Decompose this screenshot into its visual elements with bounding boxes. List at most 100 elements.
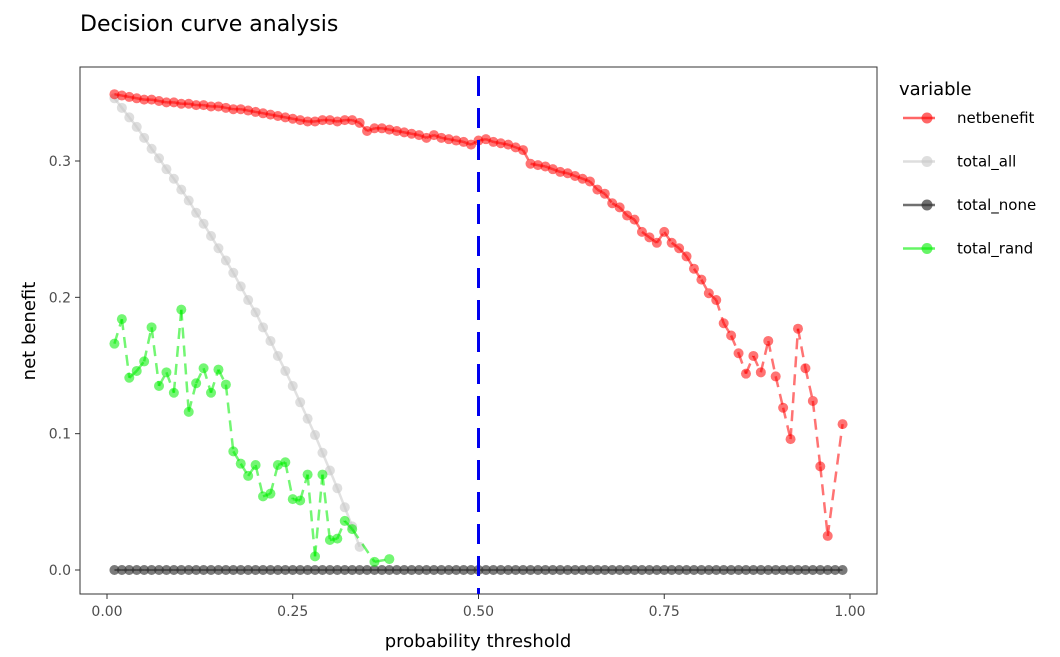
total_none-point	[510, 565, 521, 575]
netbenefit-point	[733, 348, 744, 359]
netbenefit-point	[250, 106, 261, 117]
total_rand-point	[280, 457, 291, 468]
netbenefit-line-segment	[774, 376, 785, 409]
total_none-point	[272, 565, 283, 575]
netbenefit-point	[354, 117, 365, 128]
netbenefit-point	[592, 184, 603, 195]
netbenefit-point	[748, 350, 759, 361]
total_all-point	[168, 173, 179, 184]
netbenefit-point	[391, 126, 402, 137]
chart-title: Decision curve analysis	[80, 12, 339, 37]
netbenefit-point	[800, 363, 811, 374]
total_none-point	[622, 565, 633, 575]
total_rand-line-segment	[172, 309, 183, 393]
netbenefit-point	[807, 395, 818, 406]
legend-label: total_none	[957, 196, 1036, 215]
netbenefit-point	[622, 210, 633, 221]
total_none-point	[451, 565, 462, 575]
netbenefit-point	[688, 263, 699, 274]
total_rand-line-segment	[254, 464, 265, 497]
netbenefit-point	[822, 530, 833, 541]
netbenefit-point	[651, 237, 662, 248]
netbenefit-point	[406, 128, 417, 139]
total_all-point	[131, 121, 142, 132]
total_none-point	[480, 565, 491, 575]
series-total_none	[109, 565, 848, 575]
y-tick-label: 0.0	[49, 563, 71, 579]
legend: variable netbenefit total_all total_noneto…	[899, 79, 1036, 259]
total_none-point	[131, 565, 142, 575]
total_all-point	[250, 307, 261, 318]
total_rand-line-segment	[142, 327, 153, 362]
netbenefit-point	[785, 434, 796, 445]
total_none-point	[778, 565, 789, 575]
netbenefit-line-segment	[781, 407, 792, 440]
total_none-point	[384, 565, 395, 575]
netbenefit-point	[495, 138, 506, 149]
total_none-point	[740, 565, 751, 575]
legend-key-point	[921, 243, 933, 254]
netbenefit-point	[339, 115, 350, 126]
total_all-point	[287, 380, 298, 391]
total_none-point	[666, 565, 677, 575]
netbenefit-line-segment	[796, 328, 807, 369]
legend-label: total_all	[957, 153, 1016, 172]
total_all-point	[295, 397, 306, 408]
netbenefit-point	[443, 134, 454, 145]
total_none-point	[718, 565, 729, 575]
netbenefit-point	[599, 188, 610, 199]
total_none-point	[436, 565, 447, 575]
total_none-point	[139, 565, 150, 575]
total_none-point	[636, 565, 647, 575]
total_none-point	[607, 565, 618, 575]
netbenefit-point	[436, 132, 447, 143]
x-tick-label: 0.25	[277, 604, 308, 620]
total_none-point	[770, 565, 781, 575]
total_none-point	[837, 565, 848, 575]
total_all-point	[280, 365, 291, 376]
total_none-point	[488, 565, 499, 575]
total_none-point	[711, 565, 722, 575]
netbenefit-point	[258, 108, 269, 119]
total_none-point	[376, 565, 387, 575]
x-tick-label: 0.00	[91, 604, 122, 620]
series-netbenefit	[109, 89, 848, 541]
total_all-point	[191, 207, 202, 218]
netbenefit-point	[280, 112, 291, 123]
netbenefit-point	[659, 226, 670, 237]
total_none-point	[213, 565, 224, 575]
total_all-point	[258, 322, 269, 333]
total_none-point	[287, 565, 298, 575]
total_all-point	[124, 112, 135, 123]
total_all-point	[302, 413, 313, 424]
total_none-point	[265, 565, 276, 575]
netbenefit-point	[109, 89, 120, 100]
x-tick-label: 0.75	[649, 604, 680, 620]
netbenefit-point	[488, 136, 499, 147]
total_all-point	[206, 230, 217, 241]
total_none-point	[651, 565, 662, 575]
total_all-point	[324, 465, 335, 476]
netbenefit-point	[139, 94, 150, 105]
netbenefit-point	[265, 109, 276, 120]
total_none-point	[547, 565, 558, 575]
total_rand-point	[116, 314, 127, 325]
series-layer	[109, 89, 848, 575]
total_all-point	[339, 502, 350, 513]
total_none-point	[555, 565, 566, 575]
netbenefit-point	[778, 402, 789, 413]
total_rand-line-segment	[351, 528, 376, 563]
total_all-point	[235, 281, 246, 292]
total_rand-point	[310, 551, 321, 562]
total_rand-point	[198, 363, 209, 374]
total_all-point	[154, 153, 165, 164]
total_none-point	[644, 565, 655, 575]
netbenefit-point	[176, 98, 187, 109]
total_all-point	[176, 184, 187, 195]
total_none-point	[206, 565, 217, 575]
legend-item-total_none: total_none	[903, 196, 1036, 215]
total_all-point	[332, 483, 343, 494]
total_none-point	[250, 565, 261, 575]
total_none-point	[362, 565, 373, 575]
